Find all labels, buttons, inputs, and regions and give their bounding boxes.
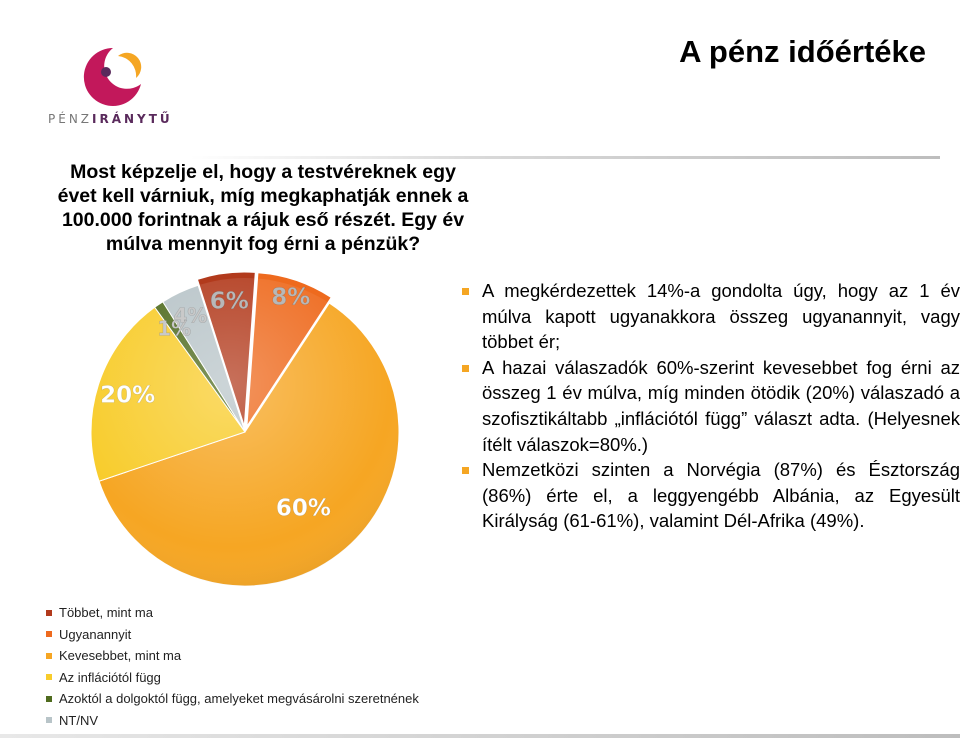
question-line: múlva mennyit fog érni a pénzük? (105, 233, 421, 255)
legend-swatch (46, 695, 52, 702)
question-line: Most képzelje el, hogy a testvéreknek eg… (70, 161, 456, 183)
pie-data-label: 1% (157, 316, 191, 340)
legend-item: NT/NV (46, 710, 419, 732)
bullet-square-icon (462, 364, 469, 372)
penziranytu-logo: PÉNZIRÁNYTŰ (40, 40, 190, 135)
list-item: A hazai válaszadók 60%-szerint kevesebbe… (462, 355, 960, 457)
pie-data-label: 8% (271, 284, 310, 310)
question-line: évet kell várniuk, míg megkaphatják enne… (57, 185, 469, 207)
pie-data-label: 4% (173, 304, 207, 328)
legend-swatch (46, 609, 52, 616)
bullet-square-icon (462, 467, 469, 475)
logo-mark-icon (83, 47, 142, 106)
title-divider (190, 156, 940, 159)
legend-item: Többet, mint ma (46, 602, 419, 624)
legend-swatch (46, 674, 52, 681)
bullet-text: A hazai válaszadók 60%-szerint kevesebbe… (482, 356, 960, 455)
legend-swatch (46, 631, 52, 638)
pie-data-label: 6% (210, 288, 249, 314)
legend-label: Azoktól a dolgoktól függ, amelyeket megv… (59, 691, 419, 707)
bullet-text: A megkérdezettek 14%-a gondolta úgy, hog… (482, 280, 960, 353)
pie-data-label: 60% (276, 496, 331, 522)
pie-data-label: 20% (100, 382, 155, 408)
legend-label: Ugyanannyit (59, 626, 132, 642)
legend-item: Az inflációtól függ (46, 667, 419, 689)
logo-text: PÉNZIRÁNYTŰ (48, 112, 173, 126)
bullet-text: Nemzetközi szinten a Norvégia (87%) és É… (482, 459, 960, 532)
question-line: 100.000 forintnak a rájuk eső részét. Eg… (61, 209, 465, 231)
bullet-square-icon (462, 288, 469, 295)
legend-swatch (46, 717, 52, 724)
chart-legend: Többet, mint ma Ugyanannyit Kevesebbet, … (46, 602, 419, 731)
list-item: Nemzetközi szinten a Norvégia (87%) és É… (462, 457, 960, 534)
legend-label: Kevesebbet, mint ma (59, 648, 182, 664)
legend-swatch (46, 652, 52, 659)
legend-item: Ugyanannyit (46, 624, 419, 646)
legend-label: Többet, mint ma (59, 605, 153, 621)
legend-item: Kevesebbet, mint ma (46, 645, 419, 667)
list-item: A megkérdezettek 14%-a gondolta úgy, hog… (462, 278, 960, 355)
legend-label: Az inflációtól függ (59, 669, 161, 685)
page-title: A pénz időértéke (679, 34, 926, 69)
pie-chart: 6% 8% 60% 20% 1%4% (90, 271, 400, 587)
findings-list: A megkérdezettek 14%-a gondolta úgy, hog… (462, 278, 960, 534)
legend-label: NT/NV (59, 712, 98, 728)
legend-item: Azoktól a dolgoktól függ, amelyeket megv… (46, 688, 419, 710)
footer-divider (0, 734, 960, 738)
question-text: Most képzelje el, hogy a testvéreknek eg… (14, 160, 512, 256)
